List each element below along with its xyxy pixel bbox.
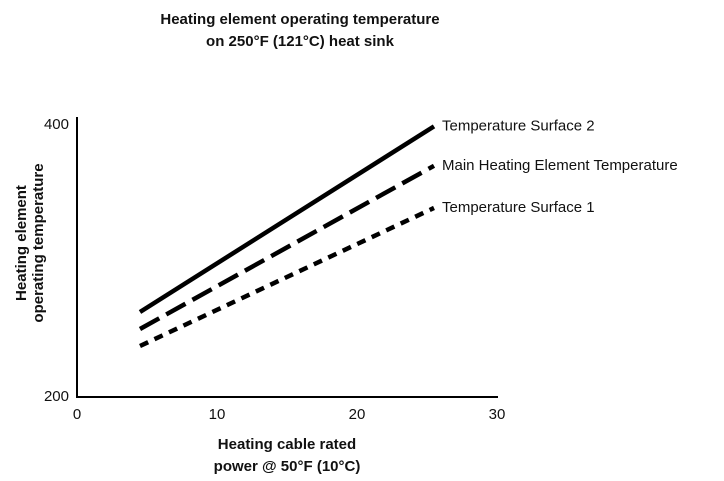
- legend-label: Temperature Surface 2: [442, 117, 595, 134]
- line: [138, 124, 436, 314]
- chart-title: Heating element operating temperature: [160, 11, 439, 28]
- x-tick-label: 0: [73, 406, 81, 423]
- x-tick-label: 30: [489, 406, 506, 423]
- chart-title: on 250°F (121°C) heat sink: [206, 33, 395, 50]
- y-axis-label: Heating element: [13, 185, 30, 301]
- line: [138, 163, 436, 331]
- line: [139, 205, 435, 349]
- y-tick-label: 400: [44, 116, 69, 133]
- y-tick-label: 200: [44, 388, 69, 405]
- y-axis-label: operating temperature: [30, 163, 47, 322]
- y-axis-label-group: Heating element operating temperature: [13, 163, 47, 322]
- x-tick-label: 20: [349, 406, 366, 423]
- x-tick-label: 10: [209, 406, 226, 423]
- x-axis-label: Heating cable rated: [218, 436, 356, 453]
- legend-label: Main Heating Element Temperature: [442, 157, 678, 174]
- x-axis-label: power @ 50°F (10°C): [214, 458, 361, 475]
- legend-label: Temperature Surface 1: [442, 199, 595, 216]
